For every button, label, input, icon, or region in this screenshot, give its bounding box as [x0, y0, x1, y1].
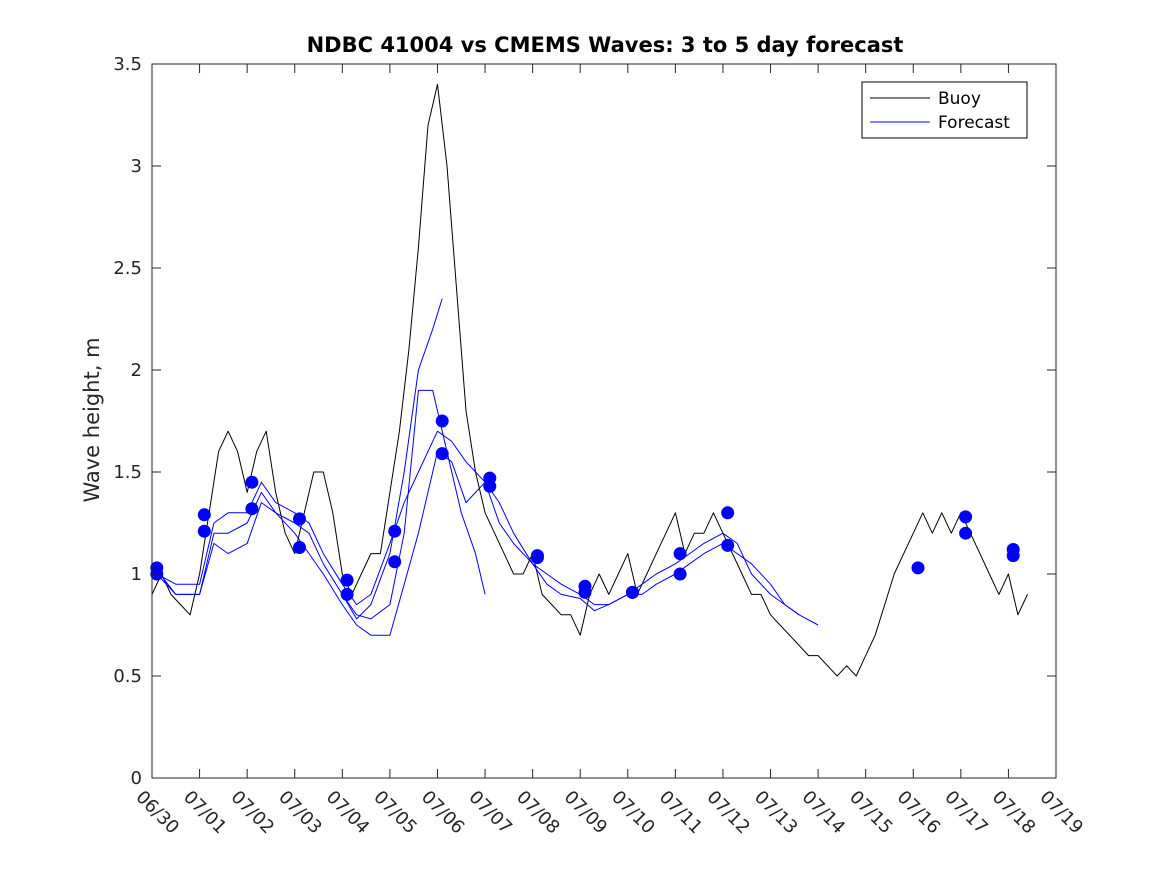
plot-area [152, 64, 1056, 778]
y-tick-label: 0 [131, 768, 142, 789]
forecast-marker-point [293, 512, 306, 526]
y-tick-label: 3.5 [113, 54, 142, 75]
forecast-marker-point [578, 585, 592, 599]
legend: Buoy Forecast [861, 81, 1028, 139]
forecast-marker-point [959, 526, 973, 540]
forecast-marker-point [388, 555, 402, 569]
y-tick-label: 2 [131, 360, 142, 381]
forecast-marker-point [721, 506, 735, 520]
forecast-marker-point [721, 538, 735, 552]
forecast-marker-point [340, 587, 354, 601]
forecast-marker-point [197, 524, 211, 538]
forecast-marker-point [293, 541, 306, 554]
forecast-marker-point [245, 475, 259, 489]
y-tick-label: 1 [131, 564, 142, 585]
forecast-marker-point [388, 524, 402, 538]
forecast-marker-point [530, 551, 544, 565]
forecast-marker-point [626, 585, 639, 599]
plot-background [152, 64, 1056, 778]
chart-title: NDBC 41004 vs CMEMS Waves: 3 to 5 day fo… [307, 33, 904, 57]
forecast-series-line-4 [341, 298, 443, 620]
forecast-marker-point [435, 447, 449, 461]
forecast-marker-point [1006, 549, 1020, 563]
forecast-marker-point [673, 547, 687, 561]
forecast-series-line-1 [156, 430, 819, 626]
legend-label-buoy: Buoy [938, 89, 981, 109]
forecast-marker-point [245, 502, 259, 516]
forecast-marker-point [911, 561, 925, 575]
forecast-marker-point [959, 510, 973, 524]
legend-box [861, 81, 1028, 139]
forecast-marker-point [340, 573, 354, 587]
forecast-marker-point [673, 567, 687, 581]
axes-frame [151, 63, 1057, 779]
marker-layer [150, 414, 1020, 601]
y-tick-label: 2.5 [113, 258, 142, 279]
y-tick-label: 1.5 [113, 462, 142, 483]
forecast-marker-point [435, 414, 449, 428]
y-tick-label: 0.5 [113, 666, 142, 687]
forecast-marker-point [483, 479, 497, 493]
y-tick-label: 3 [131, 156, 142, 177]
y-axis-label: Wave height, m [80, 337, 104, 502]
forecast-marker-point [197, 508, 211, 522]
legend-label-forecast: Forecast [938, 113, 1010, 133]
